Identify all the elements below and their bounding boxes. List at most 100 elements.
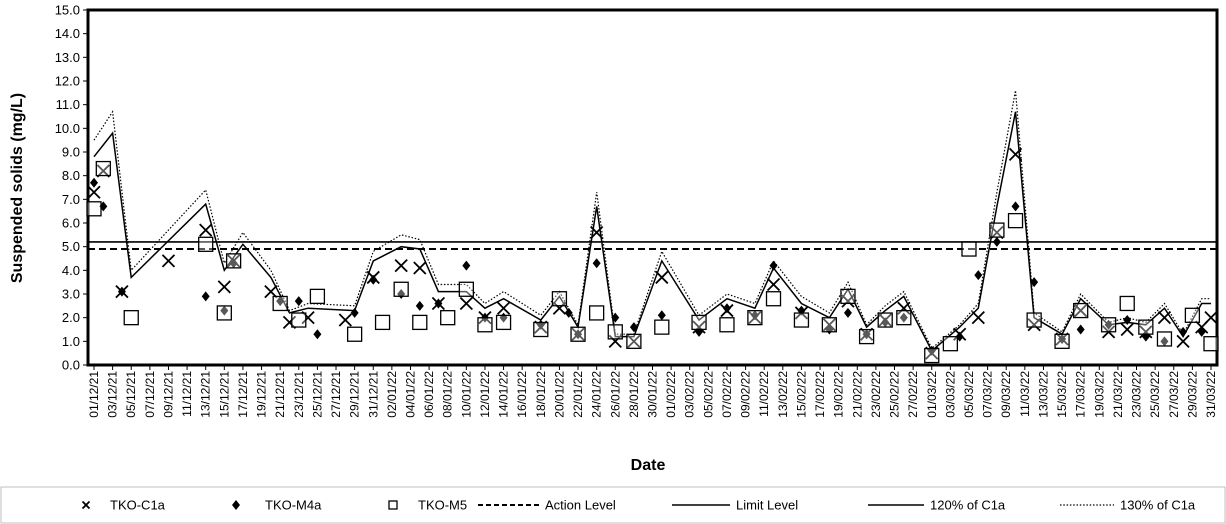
x-tick-label: 18/01/22 [534,371,548,418]
tko-m4a-point [220,305,229,316]
legend-120-of-c1a-label: 120% of C1a [930,498,1006,513]
tko-m5-point [961,241,977,257]
tko-m4a-point [350,307,359,318]
tko-c1a-point [608,334,622,348]
tko-m4a-point [1104,319,1113,330]
x-tick-label: 21/12/21 [273,371,287,418]
tko-m5-point [1119,295,1135,312]
tko-m4a-point [722,303,731,314]
x-tick-label: 29/03/22 [1185,371,1199,418]
tko-c1a-point [1157,311,1172,325]
tko-c1a-point [1027,318,1041,332]
tko-c1a-point [1074,303,1088,318]
tko-c1a-point [496,301,511,315]
x-tick-label: 27/02/22 [906,371,920,418]
tko-m5-point [1100,317,1117,333]
tko-m4a-point [1058,333,1067,344]
legend-120-of-c1a: 120% of C1a [868,498,1006,513]
tko-m5-point [440,310,456,326]
x-tick-label: 03/03/22 [943,371,957,418]
tko-m5-point [1184,307,1201,323]
x-tick-label: 25/02/22 [888,371,902,418]
tko-c1a-point [897,301,911,315]
tko-c1a-point [199,223,213,237]
tko-m5-point [95,160,111,177]
tko-m5-point [216,305,232,321]
tko-m4a-point [462,260,471,271]
tko-m4a-point [117,286,126,297]
x-tick-label: 07/03/22 [981,371,995,418]
legend-tko-m5-label: TKO-M5 [418,498,467,513]
tko-m4a-point [90,177,98,188]
x-tick-label: 11/02/22 [757,371,771,417]
y-tick-label: 7.0 [62,192,80,207]
x-tick-label: 03/02/22 [683,371,697,418]
reference-lines-layer [88,241,1217,251]
x-tick-label: 25/12/21 [310,371,324,418]
tko-m5-point [1203,336,1219,352]
120-of-c1a-line [93,111,1211,352]
x-tick-label: 09/02/22 [739,371,753,418]
tko-m4a-point [1160,336,1169,347]
legend-130-of-c1a-label: 130% of C1a [1120,498,1196,513]
y-tick-label: 11.0 [56,97,80,112]
legend-action-level: Action Level [478,498,616,513]
tko-m5-point [747,310,763,326]
y-axis-title: Suspended solids (mg/L) [9,93,26,283]
tko-m5-point [877,312,893,328]
tko-m4a-point [862,329,871,340]
x-tick-label: 21/03/22 [1111,371,1125,418]
x-tick-label: 03/12/21 [106,371,120,418]
x-tick-label: 07/02/22 [720,371,734,418]
y-tick-label: 9.0 [62,145,80,160]
tko-c1a-point [627,334,641,348]
x-tick-label: 12/01/22 [478,371,492,418]
tko-m5-point [719,317,735,333]
tko-m5-point [477,317,493,333]
tko-c1a-point [1008,147,1023,162]
legend-tko-c1a-label: TKO-C1a [110,498,166,513]
tko-m5-point [412,314,428,331]
legend-square-symbol [388,500,398,510]
tko-m5-point [225,253,242,269]
tko-m5-point [86,201,102,217]
y-tick-label: 10.0 [55,121,80,136]
legend-action-level-label: Action Level [545,498,616,513]
tko-c1a-point [971,311,985,325]
x-tick-label: 05/02/22 [701,371,715,418]
x-tick-label: 08/01/22 [441,371,455,418]
tko-m4a-point [1030,277,1039,288]
tko-m4a-point [574,329,583,340]
x-tick-label: 21/02/22 [850,371,864,418]
legend-limit-level-label: Limit Level [736,498,798,513]
x-tick-label: 04/01/22 [403,371,417,418]
tko-m4a-point [294,296,303,307]
x-tick-label: 13/02/22 [776,371,790,418]
x-tick-label: 10/01/22 [459,371,473,418]
x-tick-label: 28/01/22 [627,371,641,418]
tko-m4a-point [611,312,620,323]
tko-m4a-point [1076,324,1085,335]
tko-c1a-point [841,294,855,308]
y-tick-label: 5.0 [62,239,80,254]
tko-m4a-point [1123,315,1132,326]
tko-c1a-point [1176,334,1190,348]
legend-cross-symbol [81,500,91,510]
tko-c1a-point [1120,322,1134,337]
x-tick-label: 13/03/22 [1036,371,1050,418]
tko-m5-point [858,328,875,345]
x-tick-label: 17/12/21 [236,371,250,418]
tko-m5-point [272,295,288,312]
x-tick-label: 30/01/22 [646,371,660,418]
axes-layer [83,8,1219,370]
x-tick-label: 19/12/21 [255,371,269,418]
tko-m4a-point [434,298,443,309]
tick-labels-layer: 0.0 1.0 2.0 3.0 4.0 5.0 6.0 7.0 8.0 9.0 10.0 11.0 12… [55,3,1218,418]
tko-m5-point [1156,331,1173,347]
x-tick-label: 15/12/21 [217,371,231,418]
x-tick-label: 14/01/22 [497,371,511,418]
tko-m5-point [374,314,391,331]
tko-m4a-point [564,307,573,318]
tko-m4a-point [769,260,778,271]
